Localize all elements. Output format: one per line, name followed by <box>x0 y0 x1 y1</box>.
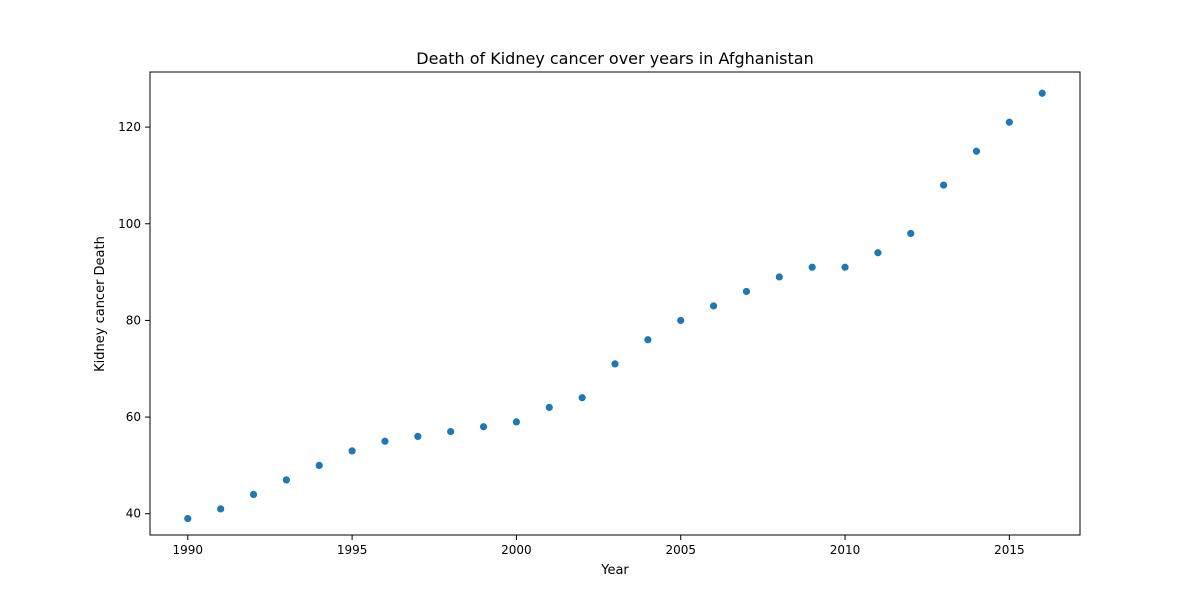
plot-frame <box>149 71 1081 536</box>
y-tick-label: 60 <box>126 410 141 424</box>
data-point <box>742 287 751 296</box>
data-point <box>841 263 849 271</box>
data-point <box>282 476 290 484</box>
data-point <box>545 403 553 412</box>
data-point <box>414 432 422 441</box>
data-point <box>184 514 192 523</box>
chart-title: Death of Kidney cancer over years in Afg… <box>416 49 813 68</box>
data-point <box>348 447 356 455</box>
data-point <box>249 490 258 499</box>
x-tick-label: 2005 <box>665 543 696 557</box>
x-tick-label: 2015 <box>994 543 1025 557</box>
data-point <box>644 336 652 344</box>
x-axis-ticks: 1990 1995 2000 2005 2010 2015 <box>173 535 1025 557</box>
data-point <box>709 302 718 310</box>
x-tick-label: 2010 <box>830 543 861 557</box>
data-point <box>1005 118 1013 126</box>
y-tick-label: 80 <box>126 313 141 327</box>
data-point <box>775 273 783 281</box>
x-axis-label: Year <box>600 563 629 578</box>
data-point <box>1038 89 1046 97</box>
data-point <box>907 229 915 238</box>
data-point <box>217 505 225 513</box>
y-axis-ticks: 40 60 80 100 120 <box>118 120 150 521</box>
data-point <box>447 427 455 436</box>
data-point <box>578 394 586 402</box>
y-tick-label: 120 <box>118 120 141 134</box>
data-point <box>677 316 685 325</box>
data-point <box>874 249 882 257</box>
data-point <box>512 418 521 426</box>
y-tick-label: 100 <box>118 217 141 231</box>
data-point <box>972 147 981 155</box>
data-point <box>808 263 816 271</box>
data-point <box>315 461 323 470</box>
data-point <box>940 181 948 189</box>
data-point <box>479 423 488 431</box>
data-point <box>381 437 389 445</box>
x-tick-label: 1995 <box>337 543 368 557</box>
data-points <box>184 89 1046 523</box>
y-axis-label: Kidney cancer Death <box>93 236 108 372</box>
x-tick-label: 2000 <box>501 543 532 557</box>
x-tick-label: 1990 <box>173 543 204 557</box>
data-point <box>611 360 619 368</box>
y-tick-label: 40 <box>126 507 141 521</box>
